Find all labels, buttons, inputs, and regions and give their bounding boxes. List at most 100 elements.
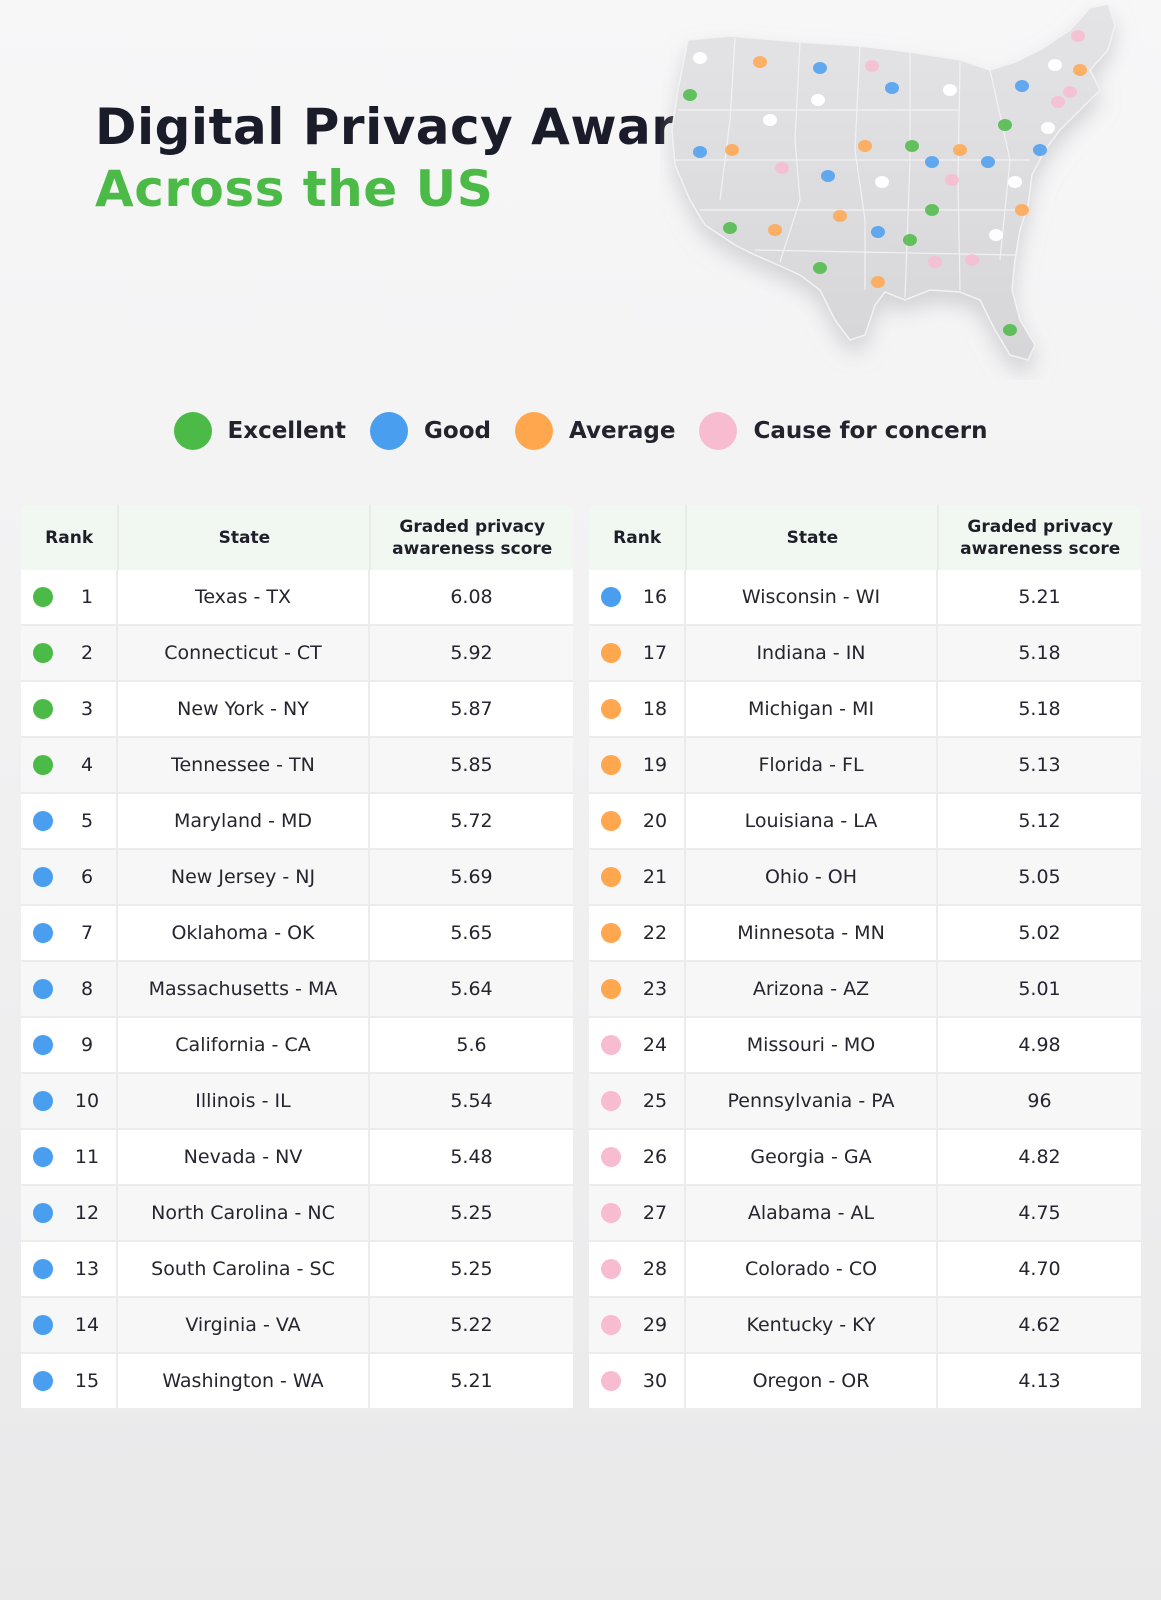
- state-cell: New York - NY: [118, 682, 370, 736]
- score-cell: 5.13: [1018, 754, 1061, 776]
- map-pin: [998, 119, 1012, 131]
- ranking-table-left: Rank State Graded privacy awareness scor…: [21, 505, 573, 1410]
- score-cell: 5.92: [450, 642, 493, 664]
- map-pin: [871, 276, 885, 288]
- state-cell: Massachusetts - MA: [118, 962, 370, 1016]
- rank-cell: 23: [589, 962, 686, 1016]
- legend-label: Excellent: [227, 418, 347, 444]
- table-row: 10 Illinois - IL 5.54: [21, 1074, 573, 1130]
- map-pin: [925, 156, 939, 168]
- category-dot: [601, 1203, 621, 1223]
- category-dot: [601, 1035, 621, 1055]
- rank-cell: 9: [21, 1018, 118, 1072]
- table-row: 17 Indiana - IN 5.18: [589, 626, 1141, 682]
- header-state: State: [119, 505, 372, 570]
- table-row: 2 Connecticut - CT 5.92: [21, 626, 573, 682]
- rank-number: 19: [642, 754, 668, 776]
- table-row: 9 California - CA 5.6: [21, 1018, 573, 1074]
- table-row: 3 New York - NY 5.87: [21, 682, 573, 738]
- state-cell: Maryland - MD: [118, 794, 370, 848]
- category-dot: [33, 811, 53, 831]
- rank-cell: 4: [21, 738, 118, 792]
- category-dot: [601, 699, 621, 719]
- rank-number: 6: [80, 866, 94, 888]
- map-pin: [775, 162, 789, 174]
- map-pin: [1008, 176, 1022, 188]
- rank-number: 14: [74, 1314, 100, 1336]
- rank-cell: 24: [589, 1018, 686, 1072]
- category-dot: [601, 1147, 621, 1167]
- table-row: 19 Florida - FL 5.13: [589, 738, 1141, 794]
- category-dot: [601, 1259, 621, 1279]
- state-cell: Nevada - NV: [118, 1130, 370, 1184]
- rank-number: 30: [642, 1370, 668, 1392]
- table-header: Rank State Graded privacy awareness scor…: [21, 505, 573, 570]
- rank-number: 9: [80, 1034, 94, 1056]
- rank-cell: 10: [21, 1074, 118, 1128]
- category-dot: [33, 643, 53, 663]
- state-cell: Oregon - OR: [686, 1354, 938, 1408]
- rank-cell: 13: [21, 1242, 118, 1296]
- score-cell: 5.6: [456, 1034, 487, 1056]
- header-rank: Rank: [589, 505, 688, 570]
- map-pin: [885, 82, 899, 94]
- map-pin: [763, 114, 777, 126]
- category-dot: [601, 587, 621, 607]
- map-pin: [1071, 30, 1085, 42]
- ranking-table-right: Rank State Graded privacy awareness scor…: [589, 505, 1141, 1410]
- map-pin: [858, 140, 872, 152]
- state-cell: Washington - WA: [118, 1354, 370, 1408]
- rank-number: 24: [642, 1034, 668, 1056]
- legend-dot-excellent: [173, 412, 212, 450]
- header-state: State: [687, 505, 940, 570]
- state-cell: Georgia - GA: [686, 1130, 938, 1184]
- category-dot: [33, 1371, 53, 1391]
- score-cell: 6.08: [450, 586, 493, 608]
- rank-number: 4: [80, 754, 94, 776]
- table-row: 26 Georgia - GA 4.82: [589, 1130, 1141, 1186]
- map-pin: [871, 226, 885, 238]
- legend-item-excellent: Excellent: [173, 412, 347, 450]
- score-cell: 4.98: [1018, 1034, 1061, 1056]
- rank-cell: 5: [21, 794, 118, 848]
- rank-cell: 6: [21, 850, 118, 904]
- rank-number: 2: [80, 642, 94, 664]
- map-pin: [1041, 122, 1055, 134]
- table-body: 1 Texas - TX 6.08 2 Connecticut - CT 5.92 3 New…: [21, 570, 573, 1410]
- category-dot: [33, 1091, 53, 1111]
- category-dot: [33, 1315, 53, 1335]
- state-cell: Texas - TX: [118, 570, 370, 624]
- score-cell: 4.82: [1018, 1146, 1061, 1168]
- map-pin: [683, 89, 697, 101]
- category-dot: [33, 1259, 53, 1279]
- rank-number: 26: [642, 1146, 668, 1168]
- rank-number: 12: [74, 1202, 100, 1224]
- map-pin: [865, 60, 879, 72]
- state-cell: Kentucky - KY: [686, 1298, 938, 1352]
- map-pin: [965, 254, 979, 266]
- map-pin: [821, 170, 835, 182]
- map-pin: [725, 144, 739, 156]
- rank-number: 23: [642, 978, 668, 1000]
- table-row: 15 Washington - WA 5.21: [21, 1354, 573, 1410]
- legend-item-average: Average: [514, 412, 675, 450]
- map-pin: [903, 234, 917, 246]
- score-cell: 5.18: [1018, 698, 1061, 720]
- rank-cell: 29: [589, 1298, 686, 1352]
- state-cell: Ohio - OH: [686, 850, 938, 904]
- map-pin: [1051, 96, 1065, 108]
- map-pin: [1015, 204, 1029, 216]
- rank-number: 17: [642, 642, 668, 664]
- rank-cell: 25: [589, 1074, 686, 1128]
- state-cell: Indiana - IN: [686, 626, 938, 680]
- us-map-shape: [671, 3, 1116, 361]
- table-row: 20 Louisiana - LA 5.12: [589, 794, 1141, 850]
- score-cell: 5.22: [450, 1314, 493, 1336]
- table-header: Rank State Graded privacy awareness scor…: [589, 505, 1141, 570]
- rank-number: 18: [642, 698, 668, 720]
- rank-number: 5: [80, 810, 94, 832]
- rank-number: 27: [642, 1202, 668, 1224]
- category-dot: [601, 923, 621, 943]
- category-dot: [33, 923, 53, 943]
- category-dot: [601, 755, 621, 775]
